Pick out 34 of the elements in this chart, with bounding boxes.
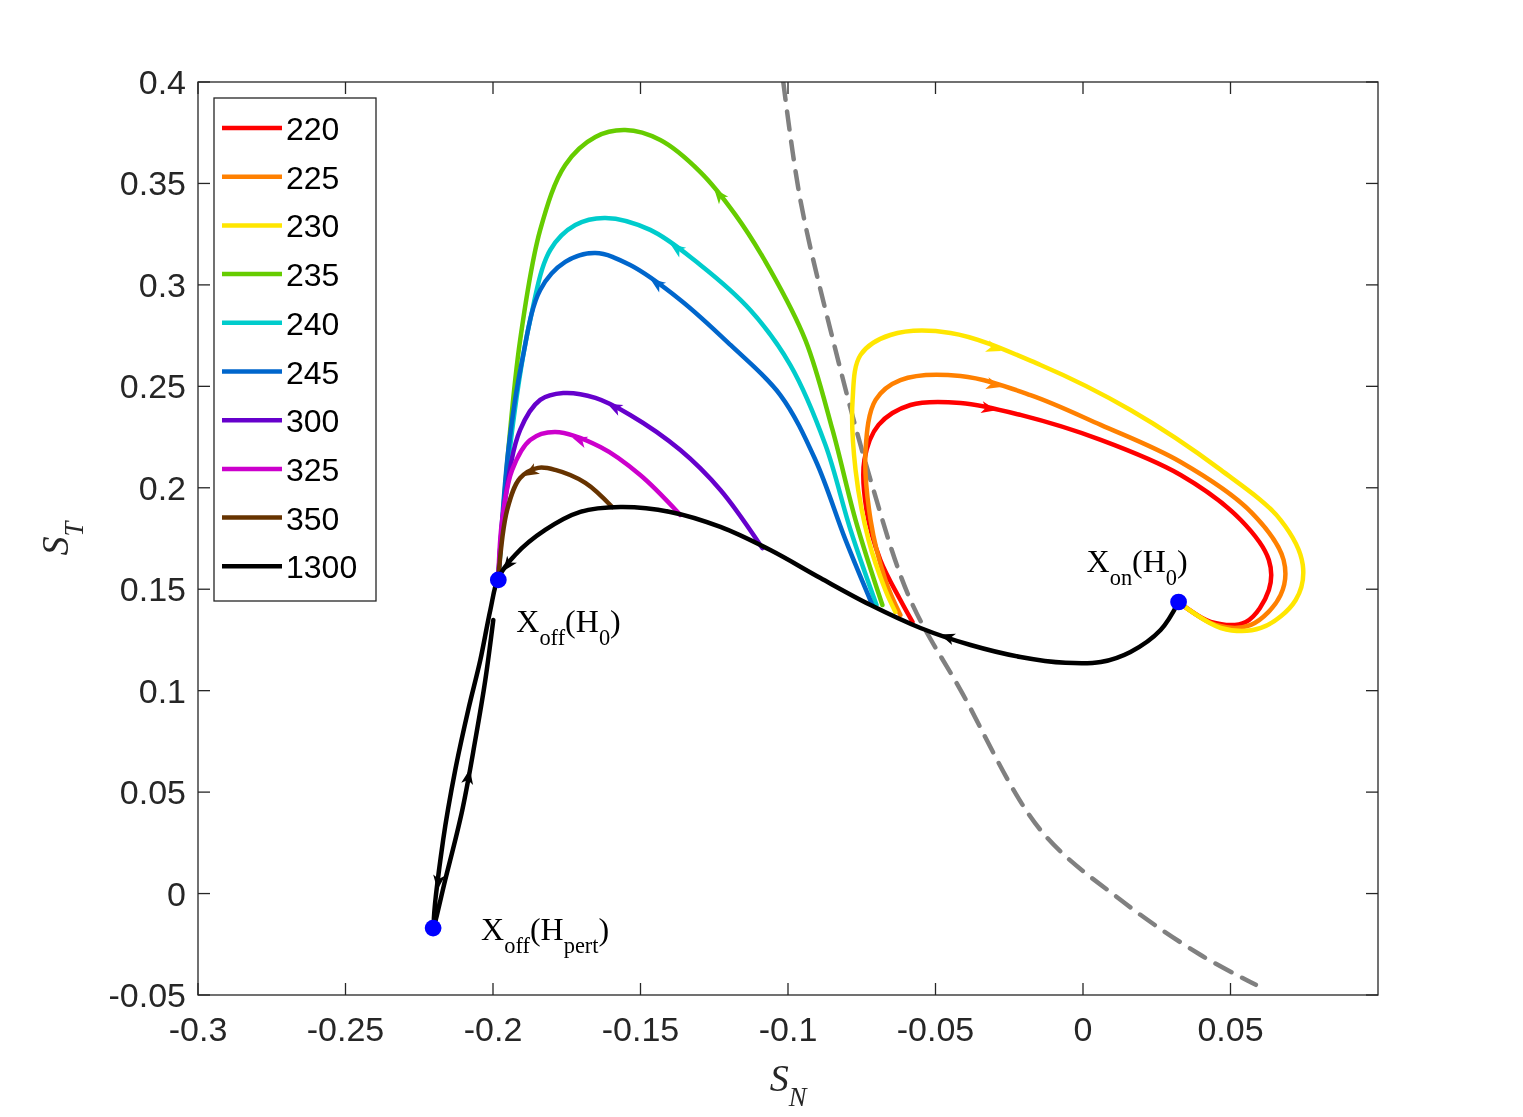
- legend-label: 1300: [286, 549, 358, 586]
- annotation: X$_{off}$(H$_{pert}$): [481, 911, 610, 958]
- point: [424, 919, 442, 937]
- x-tick-label: 0.05: [1197, 1010, 1264, 1048]
- x-tick-label: -0.1: [758, 1010, 818, 1048]
- x-tick-label: -0.05: [896, 1010, 975, 1048]
- y-tick-label: 0.3: [138, 265, 186, 304]
- line-series: [781, 82, 1259, 988]
- x-tick-label: -0.2: [463, 1010, 523, 1048]
- y-tick-label: 0.4: [138, 63, 186, 101]
- legend-label: 230: [286, 208, 340, 245]
- y-tick-label: 0.1: [138, 671, 186, 710]
- legend-label: 325: [286, 451, 340, 488]
- legend-label: 235: [286, 257, 340, 294]
- x-tick-label: -0.15: [601, 1010, 680, 1048]
- legend-label: 220: [286, 111, 340, 147]
- legend-label: 245: [286, 354, 340, 391]
- y-tick-label: 0.05: [119, 773, 186, 812]
- x-tick-label: -0.25: [306, 1010, 385, 1048]
- y-tick-label: 0.15: [119, 570, 186, 609]
- y-tick-label: 0.25: [119, 367, 186, 406]
- x-tick-label: 0: [1073, 1010, 1093, 1048]
- annotation: X$_{off}$(H$_{0}$): [516, 602, 621, 650]
- legend-label: 300: [286, 403, 340, 440]
- legend-label: 225: [286, 159, 340, 196]
- legend-label: 240: [286, 305, 340, 342]
- y-tick-label: 0.35: [119, 164, 186, 203]
- point: [489, 571, 507, 589]
- legend-label: 350: [286, 500, 340, 537]
- x-axis-title: S$_{N}$: [769, 1057, 808, 1112]
- y-tick-label: 0.2: [138, 468, 186, 507]
- y-tick-label: 0: [167, 874, 186, 913]
- point: [1170, 593, 1187, 611]
- annotation: X$_{on}$(H$_{0}$): [1086, 543, 1188, 590]
